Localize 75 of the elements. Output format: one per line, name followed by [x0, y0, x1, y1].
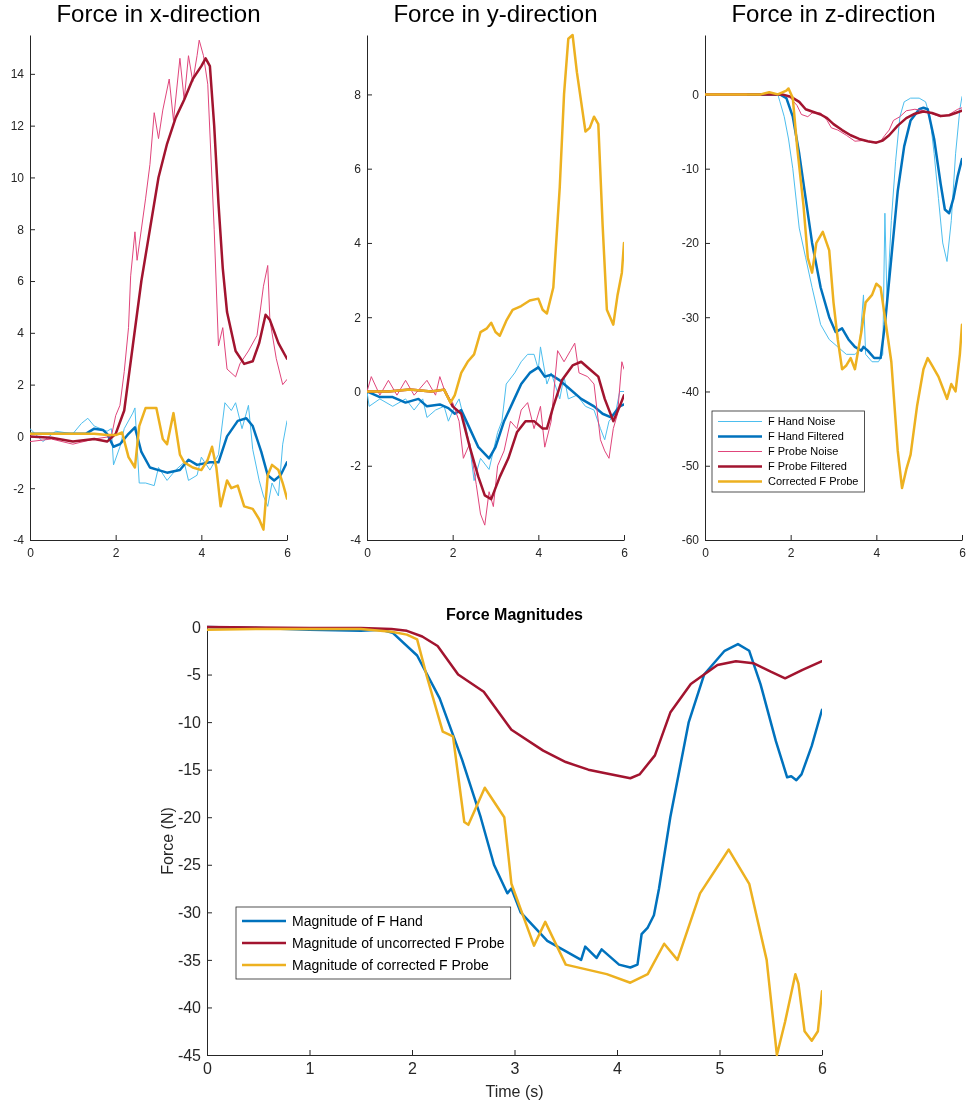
y-tick-label: 4: [17, 326, 25, 341]
y-tick-label: -20: [681, 236, 700, 251]
y-tick-label: -45: [177, 1046, 202, 1064]
y-tick-label: 0: [354, 384, 362, 399]
line-series: [367, 33, 624, 404]
x-tick-label: 2: [112, 545, 120, 560]
y-tick-label: -2: [350, 459, 362, 474]
y-tick-label: 6: [17, 274, 25, 289]
line-series: [705, 87, 962, 490]
y-tick-label: -5: [186, 666, 202, 684]
y-tick-label: -60: [681, 533, 700, 548]
legend-label: F Probe Noise: [768, 445, 839, 458]
x-tick-label: 4: [873, 545, 881, 560]
line-series: [367, 366, 624, 460]
y-tick-label: -40: [177, 999, 202, 1017]
y-tick-label: 0: [192, 618, 202, 636]
chart-title: Force in y-direction: [393, 0, 598, 27]
x-tick-label: 1: [305, 1060, 315, 1078]
y-tick-label: -4: [350, 533, 362, 548]
x-tick-label: 6: [818, 1060, 828, 1078]
legend-label: F Hand Filtered: [768, 430, 844, 443]
line-series: [207, 627, 822, 1057]
line-series: [367, 342, 624, 526]
y-tick-label: -30: [681, 310, 700, 325]
chart-title: Force in z-direction: [731, 0, 936, 27]
legend-label: Magnitude of F Hand: [292, 912, 423, 929]
chart-title: Force in x-direction: [56, 0, 261, 27]
x-tick-label: 6: [959, 545, 967, 560]
y-tick-label: 2: [17, 377, 25, 392]
legend-label: Magnitude of corrected F Probe: [292, 956, 490, 973]
y-tick-label: -4: [13, 533, 25, 548]
y-tick-label: 8: [17, 222, 25, 237]
y-tick-label: -10: [681, 162, 700, 177]
legend-label: F Probe Filtered: [768, 460, 847, 473]
y-tick-label: -50: [681, 459, 700, 474]
y-tick-label: -40: [681, 384, 700, 399]
x-tick-label: 3: [510, 1060, 520, 1078]
y-tick-label: 10: [10, 170, 25, 185]
chart-title: Force Magnitudes: [446, 606, 584, 623]
x-tick-label: 2: [787, 545, 795, 560]
legend-label: Corrected F Probe: [768, 475, 859, 488]
y-tick-label: 14: [10, 67, 25, 82]
y-tick-label: -2: [13, 481, 25, 496]
x-tick-label: 0: [203, 1060, 213, 1078]
line-series: [30, 402, 287, 507]
x-tick-label: 0: [702, 545, 710, 560]
line-series: [30, 406, 287, 531]
line-series: [207, 625, 822, 780]
line-series: [367, 346, 624, 482]
y-tick-label: 0: [17, 429, 25, 444]
x-tick-label: 4: [535, 545, 543, 560]
x-tick-label: 0: [364, 545, 372, 560]
y-tick-label: 8: [354, 87, 362, 102]
x-tick-label: 6: [621, 545, 629, 560]
y-tick-label: -10: [177, 713, 202, 731]
legend-label: Magnitude of uncorrected F Probe: [292, 934, 505, 951]
y-tick-label: 6: [354, 162, 362, 177]
y-tick-label: 4: [354, 236, 362, 251]
y-tick-label: -30: [177, 903, 202, 921]
y-tick-label: 2: [354, 310, 362, 325]
y-axis-title: Force (N): [159, 807, 176, 875]
y-tick-label: -35: [177, 951, 202, 969]
y-tick-label: -25: [177, 856, 202, 874]
x-tick-label: 0: [27, 545, 35, 560]
y-tick-label: 12: [10, 118, 25, 133]
x-tick-label: 2: [449, 545, 457, 560]
x-axis-title: Time (s): [485, 1083, 544, 1100]
x-tick-label: 4: [613, 1060, 623, 1078]
y-tick-label: 0: [692, 87, 700, 102]
x-tick-label: 5: [715, 1060, 725, 1078]
y-tick-label: -15: [177, 761, 202, 779]
y-tick-label: -20: [177, 808, 202, 826]
x-tick-label: 2: [408, 1060, 418, 1078]
x-tick-label: 6: [284, 545, 292, 560]
legend-label: F Hand Noise: [768, 415, 836, 428]
